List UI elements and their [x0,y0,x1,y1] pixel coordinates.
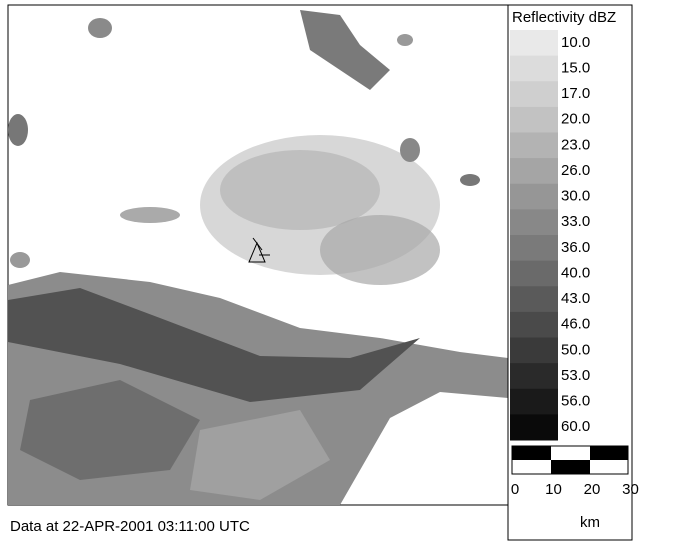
scale-bar [511,445,629,475]
caption: Data at 22-APR-2001 03:11:00 UTC [10,518,250,535]
scale-label: 10 [545,481,562,498]
legend-swatch [510,55,558,82]
legend-swatch [510,106,558,133]
scale-unit: km [580,514,600,531]
legend-label: 20.0 [561,111,590,128]
legend-label: 53.0 [561,367,590,384]
scale-label: 0 [511,481,519,498]
legend-label: 50.0 [561,341,590,358]
legend-label: 17.0 [561,85,590,102]
legend-swatch [510,311,558,338]
legend-label: 60.0 [561,418,590,435]
legend-title: Reflectivity dBZ [512,9,616,26]
legend-label: 10.0 [561,34,590,51]
legend-swatch [510,30,558,57]
legend-swatch [510,158,558,185]
legend-swatch [510,81,558,108]
scale-label: 30 [622,481,639,498]
legend-label: 23.0 [561,136,590,153]
legend-swatch [510,414,558,441]
legend-label: 15.0 [561,59,590,76]
legend-swatch [510,363,558,390]
scale-labels: 0 10 20 30 [511,481,639,498]
legend-label: 43.0 [561,290,590,307]
legend-swatch [510,286,558,313]
legend-swatch [510,209,558,236]
legend-label: 56.0 [561,393,590,410]
radar-map [7,4,509,506]
legend-swatch [510,388,558,415]
legend-label: 46.0 [561,316,590,333]
legend-entries: 10.0 15.0 17.0 20.0 23.0 26.0 30.0 33.0 36.0 40.0… [510,30,590,441]
legend-label: 30.0 [561,188,590,205]
legend-label: 40.0 [561,264,590,281]
legend-swatch [510,337,558,364]
legend-swatch [510,260,558,287]
legend-swatch [510,183,558,210]
legend-swatch [510,235,558,262]
legend-label: 36.0 [561,239,590,256]
legend-label: 33.0 [561,213,590,230]
scale-label: 20 [584,481,601,498]
legend-label: 26.0 [561,162,590,179]
legend-swatch [510,132,558,159]
